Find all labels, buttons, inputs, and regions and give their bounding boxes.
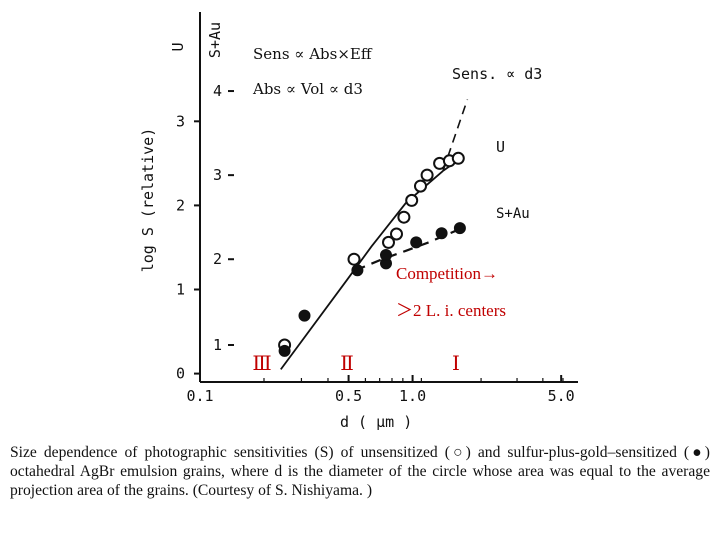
annotations: Sens ∝ Abs×Eff Abs ∝ Vol ∝ d3 Sens. ∝ d3… [252,45,542,375]
sau-point [380,249,392,261]
y-tick-label-u: 2 [213,250,222,268]
y-ticks-left: 0 1 2 3 [176,112,200,383]
chart-axes [199,12,578,383]
region-ii-label: Ⅱ [340,351,354,375]
equation-abs: Abs ∝ Vol ∝ d3 [252,80,363,98]
equation-sens: Sens ∝ Abs×Eff [253,45,373,63]
u-point [451,151,465,165]
x-tick-label: 5.0 [548,387,575,405]
y-tick-label-left: 3 [176,112,185,130]
y-tick-label-left: 0 [176,365,185,383]
u-axis-title: U [169,42,187,51]
d3-dashed-line [442,99,469,172]
y-tick-label-u: 1 [213,336,222,354]
y-tick-label-u: 4 [213,82,222,100]
u-point [347,252,361,266]
figure-caption: Size dependence of photographic sensitiv… [10,443,710,500]
y-ticks-u: 1 2 3 4 [213,82,234,354]
sau-point [410,236,423,249]
x-tick-label: 0.5 [335,387,362,405]
competition-label: Competition→ [396,264,498,283]
u-point [420,168,434,182]
main-curve [280,170,444,370]
x-ticks: 0.1 0.5 1.0 5.0 [186,375,575,405]
x-axis-label: d ( μm ) [340,413,412,431]
region-i-label: Ⅰ [452,351,460,375]
sau-point [298,309,311,322]
u-point [397,210,411,224]
centers-label: ＞2 L. i. centers [396,301,506,320]
region-iii-label: Ⅲ [252,351,271,375]
sau-point [453,222,466,235]
sau-point [435,227,448,240]
u-curve-label: U [496,138,505,156]
u-point [390,227,403,241]
y-axis-label: log S (relative) [139,128,157,273]
sau-axis-title: S+Au [206,22,224,58]
x-tick-label: 1.0 [399,387,426,405]
y-tick-label-left: 2 [176,196,185,214]
u-point [414,179,427,193]
sau-curve-label: S+Au [496,206,530,222]
sens-d3-label: Sens. ∝ d3 [452,65,542,83]
caption-text: Size dependence of photographic sensitiv… [10,444,710,499]
sau-point [351,264,364,277]
x-tick-label: 0.1 [186,387,213,405]
u-point [405,193,419,207]
u-point [382,235,395,249]
sau-point [278,344,291,357]
y-tick-label-left: 1 [176,281,185,299]
data-marks [278,151,466,357]
y-tick-label-u: 3 [213,166,222,184]
